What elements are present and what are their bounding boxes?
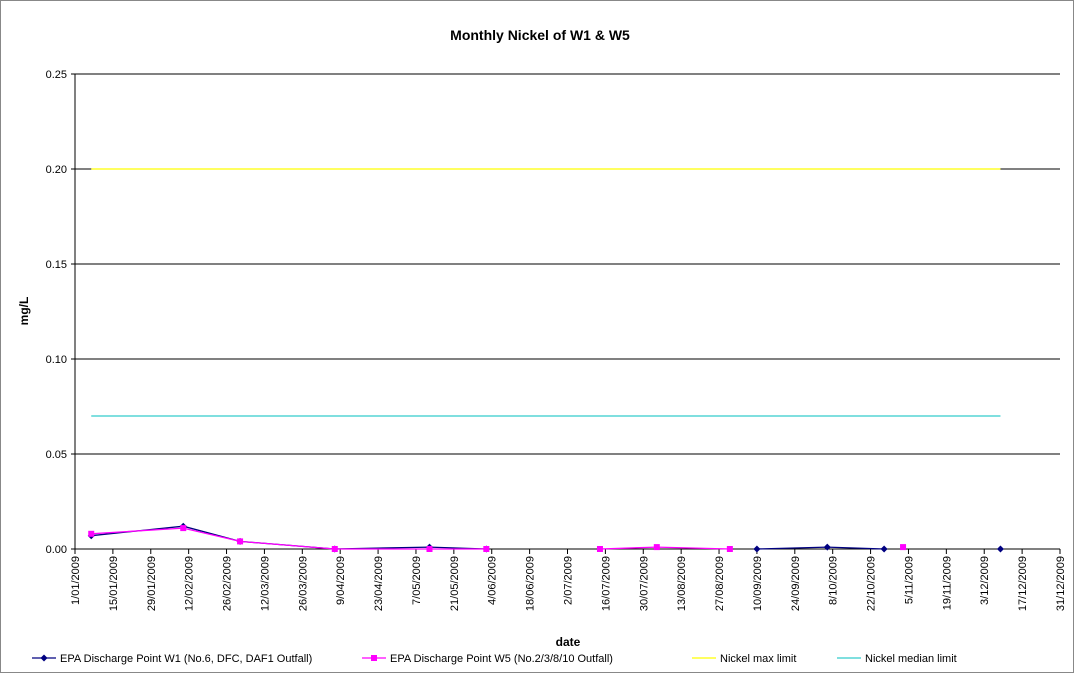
x-tick-label: 8/10/2009: [828, 556, 840, 605]
point: [237, 538, 244, 545]
x-tick-label: 23/04/2009: [373, 556, 385, 611]
point: [88, 530, 95, 537]
x-tick-label: 13/08/2009: [676, 556, 688, 611]
x-tick-label: 10/09/2009: [752, 556, 764, 611]
x-tick-label: 9/04/2009: [335, 556, 347, 605]
x-tick-label: 22/10/2009: [866, 556, 878, 611]
legend-label: EPA Discharge Point W5 (No.2/3/8/10 Outf…: [390, 653, 613, 665]
x-tick-label: 31/12/2009: [1055, 556, 1067, 611]
x-tick-label: 4/06/2009: [487, 556, 499, 605]
point: [426, 546, 433, 552]
point: [726, 546, 733, 552]
y-tick-label: 0.20: [46, 164, 67, 176]
x-tick-label: 17/12/2009: [1017, 556, 1029, 611]
x-tick-label: 15/01/2009: [108, 556, 120, 611]
point: [880, 545, 888, 553]
point: [40, 654, 48, 662]
x-tick-label: 30/07/2009: [638, 556, 650, 611]
x-tick-label: 3/12/2009: [979, 556, 991, 605]
x-tick-label: 26/02/2009: [222, 556, 234, 611]
y-tick-label: 0.05: [46, 449, 67, 461]
x-tick-label: 7/05/2009: [411, 556, 423, 605]
point: [483, 546, 490, 552]
x-tick-label: 2/07/2009: [563, 556, 575, 605]
point: [180, 525, 187, 532]
x-tick-label: 29/01/2009: [146, 556, 158, 611]
point: [653, 544, 660, 551]
point: [823, 543, 831, 551]
x-tick-label: 27/08/2009: [714, 556, 726, 611]
point: [900, 544, 907, 551]
point: [331, 546, 338, 552]
x-tick-label: 18/06/2009: [525, 556, 537, 611]
legend-label: Nickel max limit: [720, 653, 796, 665]
x-tick-label: 26/03/2009: [297, 556, 309, 611]
y-tick-label: 0.10: [46, 354, 67, 366]
x-tick-label: 12/03/2009: [259, 556, 271, 611]
x-tick-label: 1/01/2009: [70, 556, 82, 605]
x-tick-label: 19/11/2009: [941, 556, 953, 610]
y-axis-title: mg/L: [17, 297, 31, 326]
legend-label: Nickel median limit: [865, 653, 957, 665]
x-tick-label: 12/02/2009: [184, 556, 196, 611]
legend-label: EPA Discharge Point W1 (No.6, DFC, DAF1 …: [60, 653, 312, 665]
point: [371, 655, 377, 661]
y-tick-label: 0.15: [46, 259, 67, 271]
y-tick-label: 0.00: [46, 544, 67, 556]
point: [996, 545, 1004, 553]
point: [596, 546, 603, 552]
x-tick-label: 24/09/2009: [790, 556, 802, 611]
y-tick-label: 0.25: [46, 69, 67, 81]
x-axis-title: date: [556, 635, 581, 649]
x-tick-label: 16/07/2009: [600, 556, 612, 611]
x-tick-label: 21/05/2009: [449, 556, 461, 611]
point: [753, 545, 761, 553]
x-tick-label: 5/11/2009: [903, 556, 915, 604]
chart-title: Monthly Nickel of W1 & W5: [450, 27, 630, 43]
